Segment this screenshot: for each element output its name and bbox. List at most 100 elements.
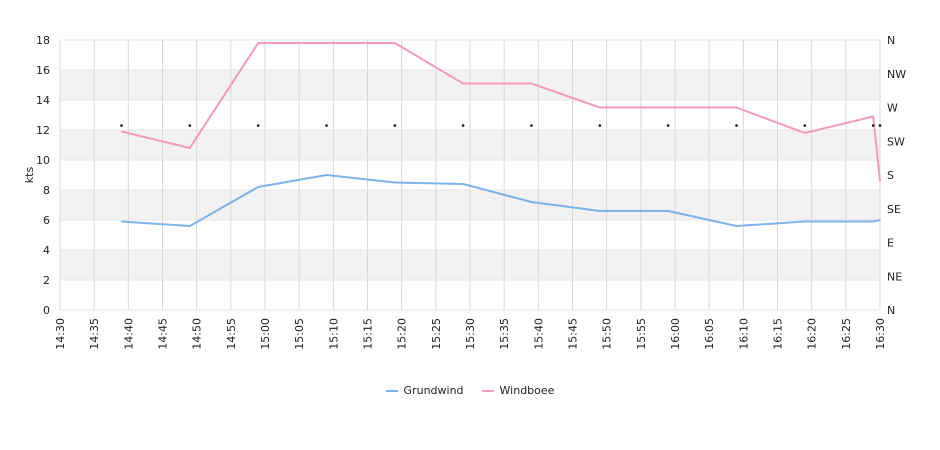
series-point-windboee [735,106,738,109]
x-tick-label: 14:35 [88,318,101,350]
x-tick-label: 16:30 [874,318,887,350]
series-point-grundwind [735,225,738,227]
x-tick-label: 16:05 [703,318,716,350]
x-tick-label: 16:15 [772,318,785,350]
series-point-windboee [325,42,328,44]
y-tick-label: 4 [43,244,50,257]
series-point-grundwind [667,210,669,212]
direction-marker [803,124,807,127]
series-point-windboee [530,82,533,85]
direction-marker [871,124,875,127]
direction-marker [188,124,192,127]
direction-tick-label: NE [887,270,902,283]
wind-chart: 0 2 4 6 8 10 12 14 16 18 N NE E SE S SW W NW N 14:30 14:35… [23,34,906,350]
series-point-grundwind [462,183,464,185]
direction-tick-label: SE [887,203,901,216]
direction-tick-label: NW [887,68,906,81]
y-tick-label: 8 [43,184,50,197]
x-tick-label: 15:15 [362,318,375,350]
x-tick-label: 15:10 [327,318,340,350]
x-tick-label: 16:10 [737,318,750,350]
direction-markers [120,124,882,127]
series-point-windboee [804,132,806,134]
direction-marker [666,124,670,127]
series-point-windboee [462,82,464,85]
direction-tick-label: N [887,34,895,47]
direction-marker [393,124,397,127]
direction-marker [598,124,602,127]
legend-label-windboee: Windboee [499,384,555,397]
x-tick-label: 15:50 [601,318,614,350]
legend-label-grundwind: Grundwind [403,384,464,397]
x-tick-label: 15:25 [430,318,443,350]
direction-tick-label: N [887,304,895,317]
series-point-grundwind [189,225,191,227]
legend: Grundwind Windboee [0,384,940,397]
x-tick-label: 15:55 [635,318,648,350]
series-point-grundwind [120,220,123,223]
series-point-grundwind [257,186,259,188]
x-tick-label: 14:45 [157,318,170,350]
y-axis-ticks: 0 2 4 6 8 10 12 14 16 18 [36,34,50,317]
series-point-windboee [120,130,123,133]
y-axis-label: kts [23,167,36,184]
x-tick-label: 15:05 [293,318,306,350]
direction-tick-label: SW [887,135,905,148]
direction-axis-ticks: N NE E SE S SW W NW N [887,34,906,317]
x-tick-label: 15:00 [259,318,272,350]
horizontal-grid [60,39,880,311]
direction-marker [256,124,260,127]
series-lines [120,42,881,227]
direction-tick-label: E [887,237,894,250]
legend-item-grundwind[interactable]: Grundwind [385,384,464,397]
direction-marker [120,124,123,127]
direction-marker [530,124,533,127]
series-point-grundwind [394,181,396,184]
y-tick-label: 16 [36,64,50,77]
y-tick-label: 10 [36,154,50,167]
x-tick-label: 15:40 [532,318,545,350]
legend-swatch-windboee [481,389,494,392]
x-tick-label: 16:20 [806,318,819,350]
series-point-grundwind [804,220,806,223]
y-tick-label: 12 [36,124,50,137]
legend-item-windboee[interactable]: Windboee [481,384,555,397]
y-tick-label: 14 [36,94,50,107]
y-tick-label: 18 [36,34,50,47]
direction-marker [325,124,328,127]
x-tick-label: 14:55 [225,318,238,350]
x-axis-ticks: 14:30 14:35 14:40 14:45 14:50 14:55 15:00 15:05… [54,318,887,350]
x-tick-label: 14:50 [191,318,204,350]
series-point-windboee [599,106,601,109]
y-tick-label: 6 [43,214,50,227]
series-point-windboee [394,42,396,44]
x-tick-label: 16:00 [669,318,682,350]
series-point-grundwind [599,210,601,212]
series-point-grundwind [325,174,328,176]
y-tick-label: 2 [43,274,50,287]
x-tick-label: 14:40 [122,318,135,350]
legend-swatch-grundwind [385,389,398,392]
x-tick-label: 15:30 [464,318,477,350]
series-point-windboee [667,106,669,109]
x-tick-label: 15:20 [396,318,409,350]
vertical-grid [59,40,881,310]
direction-tick-label: W [887,102,898,115]
series-point-grundwind [879,219,881,221]
x-tick-label: 16:25 [840,318,853,350]
series-point-windboee [872,115,874,118]
series-point-windboee [879,180,881,182]
x-tick-label: 15:35 [498,318,511,350]
x-tick-label: 15:45 [567,318,580,350]
direction-marker [878,124,882,127]
x-tick-label: 14:30 [54,318,67,350]
series-point-grundwind [530,201,533,203]
series-point-windboee [257,42,259,44]
direction-marker [461,124,465,127]
direction-tick-label: S [887,169,894,182]
direction-marker [735,124,738,127]
series-point-grundwind [872,220,874,223]
series-point-windboee [189,147,191,149]
y-tick-label: 0 [43,304,50,317]
